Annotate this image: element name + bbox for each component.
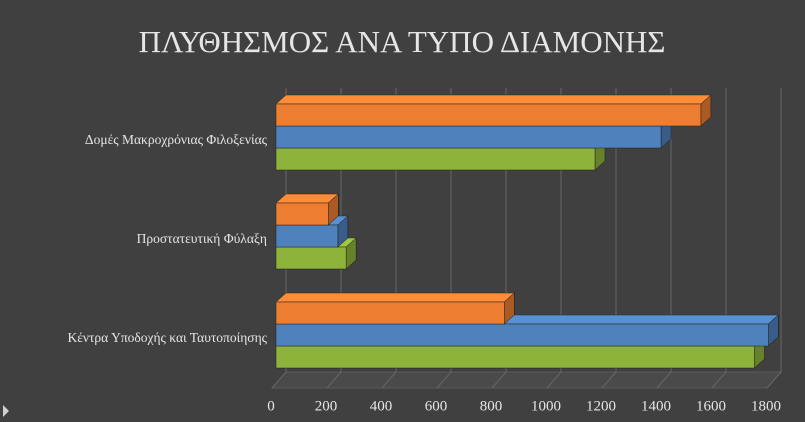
floor-grid-line — [326, 371, 342, 389]
floor-grid-line — [766, 371, 782, 389]
floor-grid-line — [656, 371, 672, 389]
x-tick-label: 600 — [425, 398, 448, 414]
bar — [275, 323, 769, 347]
floor-grid-line — [491, 371, 507, 389]
x-tick-label: 400 — [370, 398, 393, 414]
x-tick-label: 1400 — [641, 398, 671, 414]
x-tick-label: 1000 — [531, 398, 561, 414]
bar — [275, 224, 339, 248]
y-tick-label: Προστατευτική Φύλαξη — [137, 231, 267, 246]
bar — [275, 301, 505, 325]
floor-grid-line — [711, 371, 727, 389]
bar — [275, 202, 329, 226]
bar-top — [275, 193, 339, 204]
x-tick-label: 800 — [480, 398, 503, 414]
floor-grid-line — [546, 371, 562, 389]
floor — [270, 371, 783, 389]
x-tick-label: 1600 — [696, 398, 726, 414]
x-tick-label: 1200 — [586, 398, 616, 414]
bar — [275, 246, 347, 270]
floor-grid-line — [436, 371, 452, 389]
x-tick-label: 200 — [315, 398, 338, 414]
y-tick-label: Κέντρα Υποδοχής και Ταυτοποίησης — [67, 330, 267, 345]
bar-top — [275, 292, 515, 303]
bar-top — [275, 94, 712, 105]
chart-title: ΠΛΥΘΗΣΜΟΣ ΑΝΑ ΤΥΠΟ ΔΙΑΜΟΝΗΣ — [139, 24, 666, 59]
bar — [275, 125, 662, 149]
x-tick-label: 1800 — [751, 398, 781, 414]
floor-grid-line — [381, 371, 397, 389]
y-tick-label: Δομές Μακροχρόνιας Φιλοξενίας — [85, 132, 268, 147]
bar — [275, 103, 702, 127]
bar — [275, 345, 755, 369]
floor-grid-line — [271, 371, 287, 389]
x-tick-label: 0 — [267, 398, 275, 414]
floor-grid-line — [601, 371, 617, 389]
bar — [275, 147, 596, 171]
scroll-arrow — [3, 405, 9, 417]
